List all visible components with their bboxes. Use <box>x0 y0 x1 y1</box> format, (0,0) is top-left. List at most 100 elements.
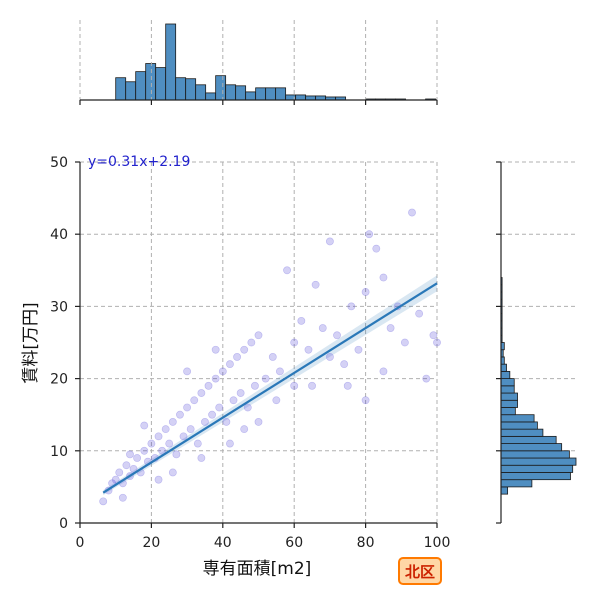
scatter-point <box>147 439 156 448</box>
scatter-point <box>183 403 191 412</box>
scatter-point <box>165 439 174 448</box>
scatter-point <box>197 389 206 397</box>
y-hist-bar <box>500 370 511 380</box>
x-tick-label: 40 <box>214 535 232 551</box>
scatter-point <box>111 475 120 484</box>
scatter-point <box>215 403 224 412</box>
scatter-point <box>204 381 213 390</box>
y-hist-bar <box>500 428 544 437</box>
y-hist-bar <box>500 435 557 444</box>
x-hist-bar <box>155 67 167 101</box>
scatter-point <box>186 425 195 434</box>
scatter-point <box>236 389 245 397</box>
regression-line-group <box>102 282 438 494</box>
scatter-point <box>179 432 188 441</box>
x-tick-label: 60 <box>285 535 303 551</box>
scatter-point <box>254 418 263 426</box>
scatter-point <box>347 302 356 311</box>
x-hist-bar <box>255 87 267 101</box>
x-tick-label: 20 <box>142 535 160 551</box>
scatter-point <box>433 338 441 347</box>
scatter-point <box>254 331 263 340</box>
scatter-point <box>154 475 163 484</box>
scatter-point <box>361 396 370 405</box>
scatter-point <box>290 381 299 390</box>
scatter-point <box>140 421 149 430</box>
y-tick-label: 20 <box>50 372 68 388</box>
main-gridlines <box>80 161 438 523</box>
scatter-point <box>190 396 199 405</box>
scatter-point <box>240 345 249 354</box>
scatter-point <box>318 324 327 332</box>
x-hist-bar <box>215 75 227 101</box>
district-badge: 北区 <box>398 557 442 585</box>
y-hist-bar <box>500 421 538 430</box>
y-hist-bar <box>500 385 515 394</box>
x-hist-bar <box>295 94 307 101</box>
x-hist-bar <box>205 92 217 101</box>
scatter-point <box>283 266 291 275</box>
scatter-point <box>133 454 142 462</box>
y-tick-label: 10 <box>50 444 68 460</box>
scatter-point <box>233 353 241 361</box>
scatter-point <box>122 461 131 470</box>
scatter-point <box>251 381 259 390</box>
x-hist-bar <box>125 81 137 101</box>
scatter-point <box>379 273 388 282</box>
y-hist-bar <box>500 378 515 387</box>
marginal-x-histogram <box>79 20 438 105</box>
scatter-point <box>415 309 424 318</box>
scatter-point <box>429 331 438 340</box>
x-hist-bar <box>165 23 177 101</box>
y-axis-label: 賃料[万円] <box>21 302 41 383</box>
x-hist-bar <box>145 63 157 101</box>
scatter-point <box>379 367 388 376</box>
scatter-point <box>183 367 191 376</box>
scatter-point <box>408 208 416 217</box>
x-axis-label: 専有面積[m2] <box>203 559 312 579</box>
scatter-point <box>197 454 206 462</box>
scatter-point <box>211 374 220 383</box>
scatter-point <box>176 410 184 419</box>
x-hist-bar <box>315 95 327 101</box>
x-hist-bar <box>175 77 187 101</box>
y-tick-label: 50 <box>50 155 68 171</box>
y-hist-bar <box>500 363 507 372</box>
scatter-point <box>226 439 234 448</box>
scatter-point <box>222 418 231 426</box>
scatter-point <box>422 374 431 383</box>
scatter-point <box>361 288 370 296</box>
y-hist-bar <box>500 443 563 452</box>
regression-line <box>102 282 438 494</box>
scatter-point <box>365 230 374 239</box>
scatter-point <box>325 237 334 246</box>
scatter-point <box>211 345 220 354</box>
scatter-point <box>118 493 127 502</box>
y-hist-bar <box>500 414 535 423</box>
scatter-point <box>372 244 381 253</box>
scatter-point <box>272 396 281 405</box>
scatter-point <box>290 338 299 347</box>
scatter-point <box>243 403 252 412</box>
x-hist-bar <box>195 84 207 101</box>
scatter-point <box>168 468 177 477</box>
y-tick-label: 30 <box>50 299 68 315</box>
y-tick-label: 0 <box>59 516 68 532</box>
y-hist-bar <box>500 392 518 401</box>
y-hist-bar <box>500 407 516 416</box>
scatter-point <box>154 432 163 441</box>
scatter-point <box>115 468 124 477</box>
x-hist-bar <box>235 85 247 101</box>
x-hist-bar <box>135 71 147 101</box>
y-hist-bar <box>500 464 574 473</box>
x-hist-bar <box>275 87 287 101</box>
x-hist-bar <box>115 77 127 101</box>
scatter-point <box>218 367 227 376</box>
y-tick-label: 40 <box>50 227 68 243</box>
y-hist-bar <box>500 450 570 459</box>
x-tick-label: 0 <box>76 535 85 551</box>
scatter-point <box>297 316 306 325</box>
x-tick-label: 100 <box>424 535 451 551</box>
scatter-point <box>201 418 209 426</box>
